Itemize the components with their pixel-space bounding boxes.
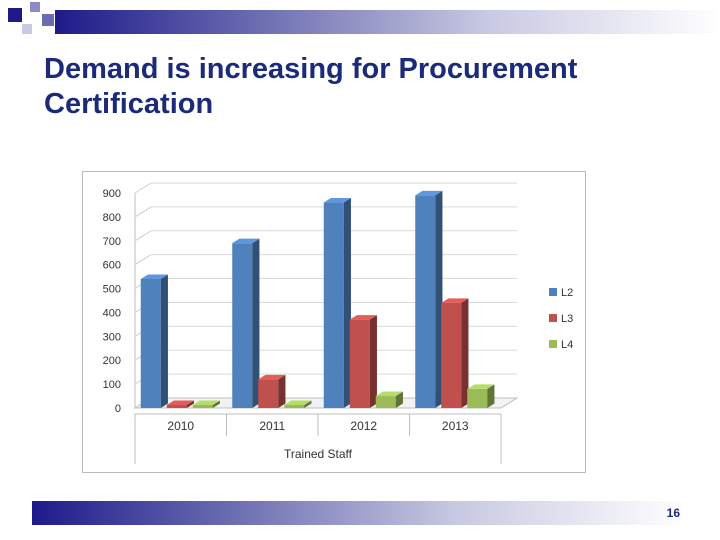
bar-side	[304, 400, 312, 408]
bar-top	[323, 198, 351, 203]
bar-side	[278, 374, 286, 408]
bar-l2-2013	[415, 195, 436, 408]
bar-top	[166, 400, 194, 405]
bar-l3-2012	[349, 319, 370, 408]
slide-title: Demand is increasing for Procurement Cer…	[44, 53, 578, 120]
gridline-side	[134, 206, 152, 218]
bar-top	[467, 384, 495, 389]
bar-side	[212, 400, 220, 408]
bar-top	[258, 374, 286, 380]
x-tick-label: 2010	[167, 419, 194, 433]
y-tick-label: 900	[103, 188, 121, 200]
bar-side	[461, 298, 469, 408]
decor-square	[30, 2, 40, 12]
y-tick-label: 600	[103, 260, 121, 272]
x-tick-label: 2012	[350, 419, 377, 433]
x-tick-label: 2011	[259, 419, 285, 433]
y-tick-label: 800	[103, 212, 121, 224]
y-tick-label: 700	[103, 236, 121, 248]
y-tick-label: 300	[103, 331, 121, 343]
page-number: 16	[666, 506, 680, 520]
bar-top	[349, 315, 377, 320]
bar-l2-2011	[232, 243, 253, 408]
y-tick-label: 500	[103, 284, 121, 296]
bar-side	[487, 384, 495, 408]
legend-label: L2	[561, 287, 573, 299]
y-tick-label: 0	[115, 403, 121, 415]
y-tick-label: 100	[103, 379, 121, 391]
bar-l4-2013	[467, 388, 488, 408]
legend-swatch-l4	[549, 340, 557, 348]
bar-side	[252, 238, 260, 408]
bar-l4-2011	[284, 405, 305, 408]
bar-side	[369, 315, 377, 408]
bar-side	[343, 198, 351, 408]
gridline-side	[134, 254, 152, 266]
bar-l3-2010	[166, 405, 187, 408]
bar-side	[435, 190, 443, 408]
bar-side	[395, 391, 403, 408]
decor-square	[22, 24, 32, 34]
bar-top	[415, 190, 443, 196]
bar-side	[160, 274, 168, 408]
bar-top	[375, 391, 403, 397]
chart-frame: 0 100 200 300 400 500 600 700 800 900 2010 2011 2012…	[82, 171, 586, 473]
y-tick-label: 400	[103, 307, 121, 319]
gridline-side	[134, 182, 152, 194]
header-gradient-bar	[55, 10, 720, 34]
legend-swatch-l3	[549, 314, 557, 322]
y-tick-label: 200	[103, 355, 121, 367]
decor-square	[42, 14, 54, 26]
bar-top	[441, 298, 469, 303]
bar-chart: 0 100 200 300 400 500 600 700 800 900 2010 2011 2012…	[103, 182, 573, 464]
bar-top	[284, 400, 312, 405]
legend-label: L4	[561, 339, 573, 351]
decorative-squares	[0, 0, 60, 40]
bar-l4-2010	[192, 405, 213, 408]
bar-top	[232, 238, 260, 244]
bar-l3-2011	[258, 379, 279, 408]
gridline-side	[134, 230, 152, 242]
bar-side	[186, 400, 194, 408]
bar-l3-2013	[441, 302, 462, 408]
bar-l4-2012	[375, 396, 396, 408]
bar-top	[192, 400, 220, 405]
x-tick-label: 2013	[442, 419, 469, 433]
legend-label: L3	[561, 313, 573, 325]
decor-square	[8, 8, 22, 22]
x-axis-title: Trained Staff	[284, 447, 353, 461]
bar-l2-2012	[323, 202, 344, 408]
bar-l2-2010	[140, 279, 161, 408]
footer-gradient-bar	[32, 501, 686, 525]
legend-swatch-l2	[549, 288, 557, 296]
bar-top	[140, 274, 168, 279]
